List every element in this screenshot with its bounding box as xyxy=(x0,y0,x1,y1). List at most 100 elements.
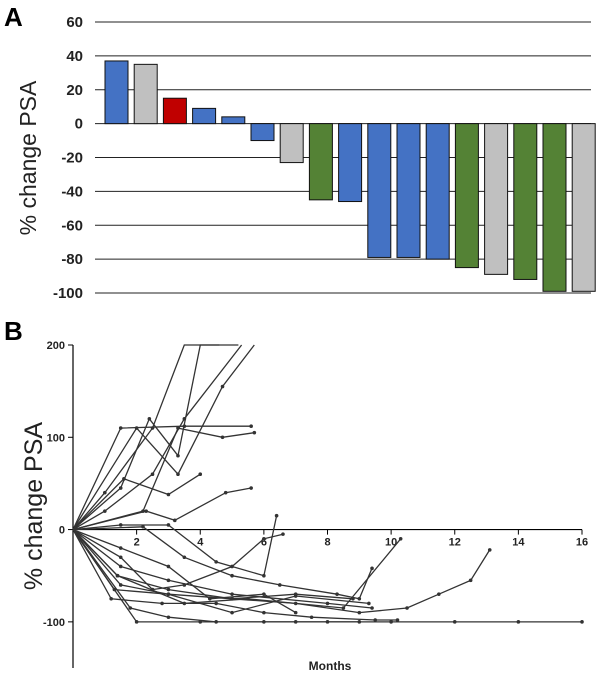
panel-a-y-tick-label: 0 xyxy=(75,116,83,133)
panel-b-x-tick-label: 10 xyxy=(385,537,397,549)
panel-b-data-point xyxy=(118,546,123,550)
panel-b-data-point xyxy=(150,472,155,477)
panel-b-x-tick-label: 16 xyxy=(576,537,588,549)
panel-b-data-point xyxy=(150,587,155,592)
panel-b-series-line xyxy=(72,473,201,531)
panel-a-y-tick-label: 20 xyxy=(66,82,83,99)
panel-b-data-point xyxy=(437,592,441,596)
panel-b-y-axis-title: % change PSA xyxy=(20,422,48,590)
panel-b-data-point xyxy=(281,532,285,536)
panel-b-data-point xyxy=(118,426,123,430)
panel-b-data-point xyxy=(274,513,279,518)
panel-b-data-point xyxy=(198,472,203,477)
panel-b-data-point xyxy=(341,606,346,610)
panel-a-bar xyxy=(484,123,509,275)
panel-a-y-tick-label: -60 xyxy=(61,217,83,234)
panel-b-series-line xyxy=(72,529,398,621)
panel-a-y-tick-label: 40 xyxy=(66,48,83,65)
panel-b-data-point xyxy=(262,573,266,578)
panel-a-y-tick-label: 60 xyxy=(66,14,83,31)
panel-b-data-point xyxy=(370,606,374,610)
panel-b-data-point xyxy=(173,518,177,523)
panel-a-bars xyxy=(104,60,596,292)
panel-b-x-tick-label: 6 xyxy=(261,537,267,549)
panel-b-x-tick-label: 2 xyxy=(134,537,140,549)
panel-a-bar xyxy=(192,107,217,125)
panel-b-data-point xyxy=(160,601,164,606)
panel-a-bar xyxy=(308,123,333,201)
panel-b-data-point xyxy=(166,578,171,583)
panel-b-data-point xyxy=(395,618,400,622)
panel-b-data-point xyxy=(351,596,355,601)
panel-b-y-tick-label: 0 xyxy=(59,525,65,537)
panel-a-bar xyxy=(396,123,421,258)
panel-a-bar-chart: A % change PSA 60 40 20 0 -20 -40 -60 -80 -100 xyxy=(4,2,596,302)
panel-b-data-point xyxy=(398,537,403,541)
panel-b-x-tick-label: 4 xyxy=(197,537,204,549)
panel-b-data-point xyxy=(198,620,203,624)
panel-b-data-point xyxy=(230,610,234,615)
panel-b-x-tick-label: 12 xyxy=(449,537,461,549)
panel-b-data-point xyxy=(357,596,362,601)
panel-b-data-point xyxy=(325,601,330,606)
panel-b-data-point xyxy=(103,490,107,495)
panel-b-data-point xyxy=(214,560,218,564)
panel-b-data-point xyxy=(262,592,266,596)
panel-a-bar xyxy=(250,123,275,142)
panel-b-data-point xyxy=(252,430,257,435)
panel-b-data-point xyxy=(182,583,187,587)
panel-b-line-chart: B % change PSA 200 100 0 -100 2 4 6 8 10 12 14 16 M… xyxy=(4,316,588,673)
panel-b-data-point xyxy=(262,537,266,541)
panel-b-y-tick-label: 100 xyxy=(47,432,65,444)
panel-b-data-point xyxy=(580,620,584,624)
panel-b-data-point xyxy=(176,453,180,458)
panel-a-bar xyxy=(542,123,567,292)
panel-b-data-point xyxy=(357,610,362,615)
panel-a-bar xyxy=(338,123,363,203)
panel-b-data-point xyxy=(293,592,298,596)
panel-b-data-point xyxy=(166,492,171,497)
panel-b-data-point xyxy=(166,564,171,569)
panel-a-y-tick-label: -20 xyxy=(61,150,83,167)
panel-a-bar xyxy=(162,97,187,125)
panel-a-bar xyxy=(425,123,450,260)
panel-a-y-axis-title: % change PSA xyxy=(15,80,41,235)
panel-b-data-point xyxy=(293,610,298,615)
panel-b-data-point xyxy=(230,592,234,596)
panel-a-bar xyxy=(104,60,129,125)
panel-a-bar xyxy=(454,123,479,269)
panel-b-data-point xyxy=(134,426,139,430)
panel-b-data-point xyxy=(144,509,148,513)
panel-b-series-line xyxy=(72,344,239,531)
panel-a-letter: A xyxy=(4,2,23,32)
panel-b-data-point xyxy=(182,555,187,560)
panel-b-data-point xyxy=(220,435,225,440)
panel-b-data-point xyxy=(293,601,298,606)
panel-a-bar xyxy=(279,123,304,164)
panel-b-data-point xyxy=(141,525,145,529)
panel-b-series xyxy=(72,344,584,624)
panel-a-bar xyxy=(571,123,596,292)
panel-b-data-point xyxy=(487,548,492,552)
panel-b-data-point xyxy=(166,587,171,592)
panel-b-series-line xyxy=(72,526,373,600)
panel-b-data-point xyxy=(176,472,180,477)
panel-b-series-line xyxy=(72,529,373,609)
panel-b-data-point xyxy=(230,596,234,601)
panel-b-data-point xyxy=(128,606,133,610)
panel-b-data-point xyxy=(176,426,180,430)
panel-b-data-point xyxy=(230,564,234,569)
panel-b-data-point xyxy=(214,601,218,606)
panel-b-data-point xyxy=(220,384,225,389)
panel-a-bar xyxy=(513,123,538,280)
panel-b-data-point xyxy=(230,573,234,578)
panel-b-series-line xyxy=(72,529,491,614)
panel-b-x-axis-title: Months xyxy=(309,659,352,673)
panel-b-data-point xyxy=(335,592,339,596)
panel-a-bar xyxy=(221,116,246,125)
panel-b-data-point xyxy=(147,417,152,421)
panel-b-data-point xyxy=(262,620,266,624)
panel-a-y-tick-label: -100 xyxy=(53,285,83,302)
panel-b-data-point xyxy=(452,620,457,624)
